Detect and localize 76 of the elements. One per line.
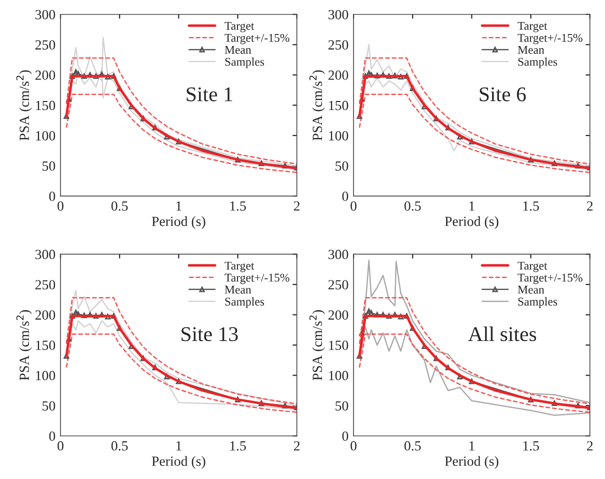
- x-tick-label: 1.5: [230, 441, 246, 451]
- x-tick-label: 0.5: [404, 201, 421, 211]
- y-tick-label: 50: [336, 401, 348, 411]
- annotation: All sites: [468, 326, 536, 342]
- y-tick-label: 100: [329, 370, 348, 380]
- y-tick-label: 300: [328, 10, 348, 20]
- x-axis-title: Period (s): [152, 456, 206, 469]
- y-tick-label: 50: [42, 401, 56, 411]
- legend-label: Target+/-15%: [518, 274, 582, 284]
- legend-label: Target+/-15%: [224, 34, 290, 44]
- legend-label: Mean: [518, 46, 544, 54]
- y-tick-label: 0: [342, 192, 348, 202]
- y-tick-label: 150: [36, 340, 56, 350]
- y-tick-label: 100: [36, 370, 56, 380]
- x-tick-label: 2: [587, 201, 593, 211]
- y-tick-label: 200: [328, 70, 348, 80]
- y-tick-label: 200: [328, 310, 348, 320]
- x-tick-label: 1.5: [523, 441, 539, 451]
- x-tick-label: 0: [58, 441, 64, 451]
- x-tick-label: 0.5: [111, 201, 128, 211]
- legend-label: Samples: [518, 57, 558, 68]
- y-tick-label: 150: [329, 100, 348, 110]
- legend-label: Samples: [518, 297, 558, 308]
- x-tick-label: 2: [294, 441, 300, 450]
- y-tick-label: 0: [342, 431, 348, 441]
- x-tick-label: 0.5: [111, 441, 128, 451]
- legend-label: Samples: [225, 57, 264, 68]
- y-tick-label: 300: [328, 250, 348, 260]
- legend-label: Target: [518, 22, 548, 32]
- x-tick-label: 1: [469, 201, 474, 211]
- x-tick-label: 2: [587, 441, 593, 450]
- y-tick-label: 250: [328, 280, 348, 290]
- x-tick-label: 0: [350, 441, 356, 451]
- x-tick-label: 1: [176, 441, 182, 450]
- y-axis-title: PSA (cm/s$^{2}$): [16, 310, 32, 380]
- y-tick-label: 100: [36, 131, 56, 140]
- x-axis-title: Period (s): [152, 216, 206, 229]
- x-tick-label: 0.5: [404, 441, 421, 451]
- legend-label: Target+/-15%: [224, 274, 290, 284]
- x-tick-label: 0: [350, 201, 356, 211]
- y-tick-label: 50: [336, 161, 348, 171]
- y-axis-title: PSA (cm/s$^{2}$): [309, 70, 325, 140]
- legend-label: Target: [518, 262, 548, 272]
- legend-label: Mean: [224, 46, 252, 54]
- x-tick-label: 1.5: [523, 201, 539, 211]
- legend-label: Target: [224, 22, 254, 32]
- x-tick-label: 1.5: [230, 201, 246, 211]
- y-tick-label: 250: [35, 280, 56, 290]
- legend-label: Target+/-15%: [518, 34, 582, 44]
- y-tick-label: 300: [35, 10, 56, 20]
- y-tick-label: 200: [35, 70, 56, 80]
- x-axis-title: Period (s): [444, 456, 498, 469]
- y-tick-label: 50: [42, 161, 56, 171]
- legend-label: Target: [224, 262, 254, 272]
- legend-label: Mean: [224, 286, 252, 294]
- y-axis-title: PSA (cm/s$^{2}$): [309, 310, 325, 380]
- x-axis-title: Period (s): [444, 216, 498, 229]
- y-tick-label: 0: [49, 192, 56, 202]
- y-tick-label: 300: [35, 250, 56, 260]
- y-tick-label: 150: [329, 340, 348, 350]
- y-tick-label: 250: [328, 40, 348, 50]
- y-tick-label: 250: [35, 40, 56, 50]
- x-tick-label: 0: [58, 201, 64, 211]
- y-tick-label: 150: [36, 100, 56, 110]
- y-axis-title: PSA (cm/s$^{2}$): [16, 70, 32, 140]
- x-tick-label: 1: [469, 441, 474, 450]
- legend-label: Samples: [225, 297, 264, 308]
- annotation: Site 13: [182, 327, 238, 342]
- y-tick-label: 100: [329, 131, 348, 140]
- annotation: Site 6: [480, 87, 526, 102]
- x-tick-label: 2: [294, 201, 300, 211]
- x-tick-label: 1: [176, 201, 182, 211]
- annotation: Site 1: [186, 87, 232, 102]
- y-tick-label: 200: [35, 310, 56, 320]
- legend-label: Mean: [518, 286, 544, 294]
- y-tick-label: 0: [49, 431, 56, 441]
